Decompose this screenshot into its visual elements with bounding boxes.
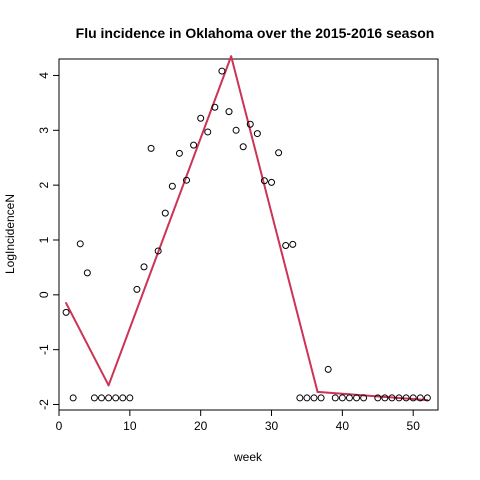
data-point (225, 108, 233, 116)
data-point (402, 394, 410, 402)
fit-line-segment (65, 302, 110, 387)
data-point (395, 394, 403, 402)
data-point (303, 394, 311, 402)
data-point (190, 141, 198, 149)
data-point (239, 143, 247, 151)
data-point (62, 308, 70, 316)
y-tick-label: 0 (37, 291, 51, 298)
fit-line-segment (230, 55, 319, 393)
data-point (126, 394, 134, 402)
data-point (211, 103, 219, 111)
data-point (147, 144, 155, 152)
data-point (246, 120, 254, 128)
data-point (133, 285, 141, 293)
data-point (331, 394, 339, 402)
data-point (197, 114, 205, 122)
data-point (218, 67, 226, 75)
y-tick-label: 1 (37, 236, 51, 243)
fit-line-segment (107, 55, 233, 387)
y-tick-label: 2 (37, 181, 51, 188)
points-group (62, 67, 431, 402)
y-axis-label: LogIncidenceN (3, 194, 17, 274)
data-point (154, 247, 162, 255)
data-point (423, 394, 431, 402)
data-point (168, 182, 176, 190)
data-point (83, 269, 91, 277)
data-point (388, 394, 396, 402)
data-point (140, 263, 148, 271)
x-axis: 0 10 20 30 40 50 (56, 410, 421, 433)
y-tick-label: 4 (37, 72, 51, 79)
data-point (345, 394, 353, 402)
data-point (90, 394, 98, 402)
data-point (232, 126, 240, 134)
x-tick-label: 20 (194, 419, 208, 433)
data-point (268, 178, 276, 186)
data-point (282, 241, 290, 249)
chart-title: Flu incidence in Oklahoma over the 2015-… (76, 25, 435, 41)
data-point (317, 394, 325, 402)
data-point (161, 209, 169, 217)
y-tick-label: 3 (37, 127, 51, 134)
data-point (69, 394, 77, 402)
data-point (76, 240, 84, 248)
data-point (409, 394, 417, 402)
data-point (260, 177, 268, 185)
data-point (416, 394, 424, 402)
y-tick-label: -2 (37, 399, 51, 410)
data-point (353, 394, 361, 402)
x-tick-label: 40 (336, 419, 350, 433)
data-point (289, 240, 297, 248)
data-point (296, 394, 304, 402)
y-axis: -2 -1 0 1 2 3 4 (37, 72, 59, 410)
fit-line-group (65, 55, 429, 402)
data-point (360, 394, 368, 402)
x-tick-label: 0 (56, 419, 63, 433)
x-tick-label: 10 (123, 419, 137, 433)
data-point (338, 394, 346, 402)
data-point (253, 130, 261, 138)
data-point (112, 394, 120, 402)
data-point (98, 394, 106, 402)
data-point (183, 176, 191, 184)
data-point (310, 394, 318, 402)
plot-frame (58, 58, 439, 411)
data-point (324, 365, 332, 373)
x-axis-label: week (233, 450, 263, 464)
data-point (175, 149, 183, 157)
data-point (204, 128, 212, 136)
data-point (374, 394, 382, 402)
data-point (381, 394, 389, 402)
y-tick-label: -1 (37, 344, 51, 355)
data-point (105, 394, 113, 402)
x-tick-label: 50 (407, 419, 421, 433)
x-tick-label: 30 (265, 419, 279, 433)
data-point (275, 149, 283, 157)
data-point (119, 394, 127, 402)
